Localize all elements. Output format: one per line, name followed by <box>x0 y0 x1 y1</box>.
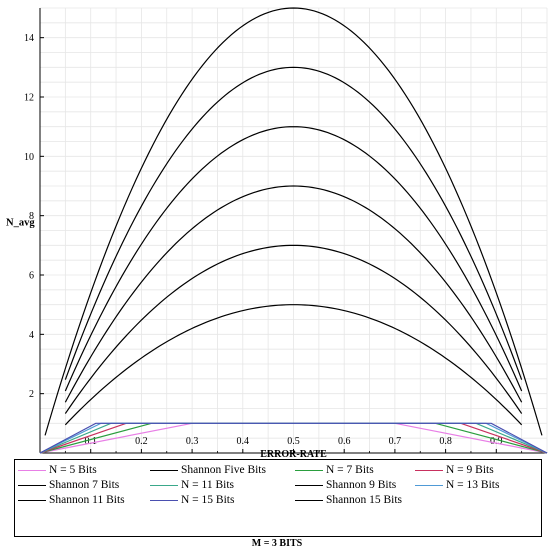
x-tick-label: 0.5 <box>287 436 300 447</box>
series-line-8 <box>64 126 523 392</box>
legend-label: N = 15 Bits <box>181 494 235 506</box>
chart-legend: N = 5 Bits Shannon Five Bits N = 7 Bits N =… <box>14 459 542 537</box>
x-tick-label: 0.7 <box>389 436 402 447</box>
y-tick-label: 8 <box>29 211 34 222</box>
legend-swatch <box>18 484 46 486</box>
x-tick-label: 0.2 <box>135 436 148 447</box>
x-tick-label: 0.1 <box>84 436 97 447</box>
legend-swatch <box>295 484 323 486</box>
legend-swatch <box>295 499 323 501</box>
series-line-10 <box>44 7 543 436</box>
legend-item: Shannon 11 Bits <box>18 494 125 506</box>
legend-swatch <box>150 484 178 486</box>
series-line-9 <box>39 422 548 454</box>
series-line-6 <box>64 185 523 403</box>
legend-swatch <box>295 469 323 471</box>
legend-item: Shannon Five Bits <box>150 464 266 476</box>
y-tick-label: 12 <box>24 93 34 104</box>
legend-label: N = 13 Bits <box>446 479 500 491</box>
legend-item: N = 7 Bits <box>295 464 374 476</box>
legend-label: Shannon 9 Bits <box>326 479 397 491</box>
series-line-1 <box>64 304 523 426</box>
y-tick-label: 10 <box>24 152 34 163</box>
legend-swatch <box>415 484 443 486</box>
legend-swatch <box>18 499 46 501</box>
y-tick-label: 4 <box>29 330 34 341</box>
x-tick-label: 0.8 <box>439 436 452 447</box>
chart-plot: 0.1 0.2 0.3 0.4 0.5 0.6 0.7 0.8 0.9 2 4 6 8 10 12 14 N_a… <box>6 7 548 458</box>
legend-item: N = 9 Bits <box>415 464 494 476</box>
legend-swatch <box>18 469 46 471</box>
legend-label: N = 7 Bits <box>326 464 374 476</box>
x-tick-label: 0.9 <box>490 436 503 447</box>
series-line-4 <box>64 244 523 414</box>
legend-item: N = 13 Bits <box>415 479 499 491</box>
series-line-11 <box>64 66 523 380</box>
legend-swatch <box>150 469 178 471</box>
y-axis-label: N_avg <box>6 218 35 229</box>
legend-label: N = 5 Bits <box>49 464 97 476</box>
legend-label: N = 9 Bits <box>446 464 494 476</box>
legend-label: Shannon 11 Bits <box>49 494 125 506</box>
legend-item: Shannon 15 Bits <box>295 494 402 506</box>
y-tick-label: 2 <box>29 389 34 400</box>
x-tick-label: 0.4 <box>237 436 250 447</box>
legend-swatch <box>150 499 178 501</box>
x-axis-label: ERROR-RATE <box>260 449 327 458</box>
legend-item: Shannon 9 Bits <box>295 479 396 491</box>
legend-item: Shannon 7 Bits <box>18 479 119 491</box>
legend-label: Shannon 7 Bits <box>49 479 120 491</box>
chart-caption: M = 3 BITS <box>251 538 303 549</box>
legend-item: N = 15 Bits <box>150 494 234 506</box>
legend-swatch <box>415 469 443 471</box>
legend-item: N = 11 Bits <box>150 479 234 491</box>
legend-label: Shannon 15 Bits <box>326 494 403 506</box>
legend-item: N = 5 Bits <box>18 464 97 476</box>
legend-label: Shannon Five Bits <box>181 464 266 476</box>
y-tick-label: 14 <box>24 33 34 44</box>
x-tick-label: 0.6 <box>338 436 351 447</box>
y-tick-label: 6 <box>29 271 34 282</box>
legend-label: N = 11 Bits <box>181 479 235 491</box>
x-tick-label: 0.3 <box>186 436 199 447</box>
